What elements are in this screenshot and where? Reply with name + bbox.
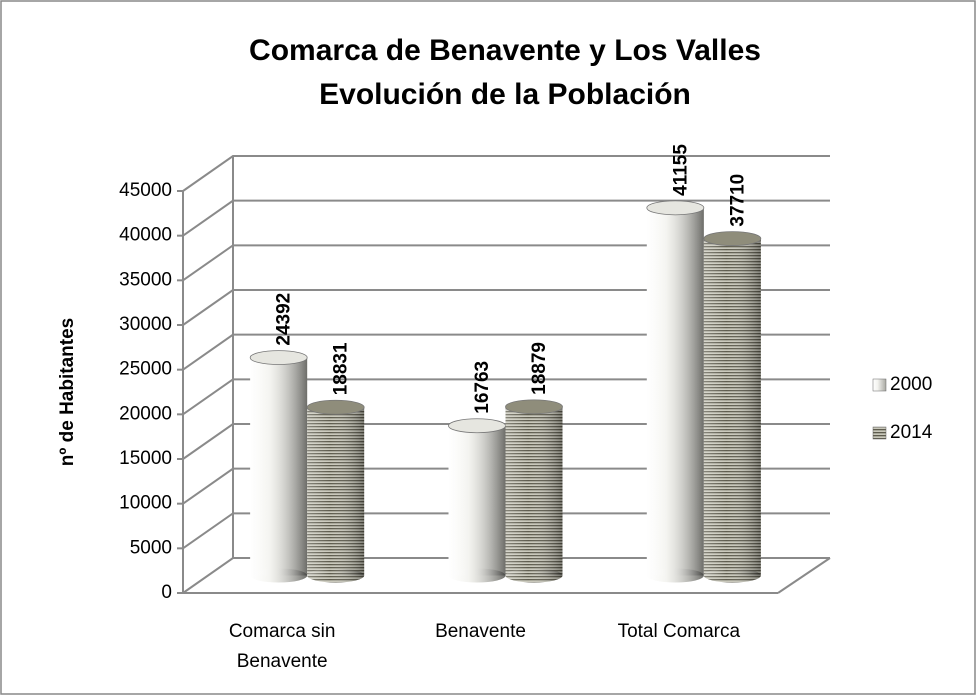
y-tick-label: 20000 xyxy=(119,403,172,424)
y-tick-label: 40000 xyxy=(119,225,172,246)
y-tick-label: 30000 xyxy=(119,314,172,335)
data-label: 16763 xyxy=(472,361,493,414)
bar-shade xyxy=(448,425,506,576)
legend-label: 2000 xyxy=(890,374,932,395)
grid-line xyxy=(182,244,830,282)
bar-top xyxy=(249,350,308,365)
y-tick-label: 5000 xyxy=(130,537,172,558)
bar-top xyxy=(306,399,365,415)
data-label: 24392 xyxy=(274,293,295,346)
bar-shade xyxy=(250,357,308,576)
grid-line xyxy=(182,467,830,505)
grid-line xyxy=(182,423,830,460)
y-tick-label: 0 xyxy=(161,582,172,603)
bar-top xyxy=(505,399,563,415)
x-tick-label: Benavente xyxy=(435,621,526,642)
legend-swatch xyxy=(872,378,887,392)
bar-base-shade xyxy=(250,568,308,583)
grid-line xyxy=(182,333,830,371)
bar-shade xyxy=(703,238,761,576)
chart-subtitle: Evolución de la Población xyxy=(319,78,691,111)
bar-base-shade xyxy=(703,568,761,583)
y-tick-label: 35000 xyxy=(119,269,172,290)
bar-shade xyxy=(505,406,563,576)
y-tick-label: 10000 xyxy=(119,493,172,514)
bar-base-shade xyxy=(307,568,365,583)
legend-label: 2014 xyxy=(890,422,933,443)
y-tick-label: 45000 xyxy=(119,180,172,201)
x-tick-label: Total Comarca xyxy=(618,621,741,642)
legend-swatch xyxy=(872,426,887,440)
bar-shade xyxy=(646,207,704,576)
grid-line xyxy=(182,557,830,594)
grid-line xyxy=(182,512,830,550)
bar-base-shade xyxy=(646,568,704,583)
bar-top xyxy=(646,200,705,216)
y-tick-label: 25000 xyxy=(119,359,172,380)
grid-line xyxy=(182,289,830,326)
floor-edge xyxy=(777,557,831,594)
bar-top xyxy=(703,231,762,247)
bar-base-shade xyxy=(448,568,506,583)
data-label: 18879 xyxy=(529,342,550,395)
grid-line xyxy=(182,199,830,237)
data-label: 18831 xyxy=(331,342,352,395)
x-tick-label: Benavente xyxy=(237,651,328,672)
bar-shade xyxy=(307,407,365,576)
data-label: 37710 xyxy=(727,174,748,227)
bar-base-shade xyxy=(505,568,563,583)
x-tick-label: Comarca sin xyxy=(229,621,336,642)
y-tick-label: 15000 xyxy=(119,448,172,469)
grid-line xyxy=(182,378,830,416)
bar-top xyxy=(448,418,506,434)
y-axis-title: nº de Habitantes xyxy=(57,318,78,466)
data-label: 41155 xyxy=(670,144,691,196)
chart-title: Comarca de Benavente y Los Valles xyxy=(249,34,761,67)
grid-line xyxy=(182,155,830,192)
